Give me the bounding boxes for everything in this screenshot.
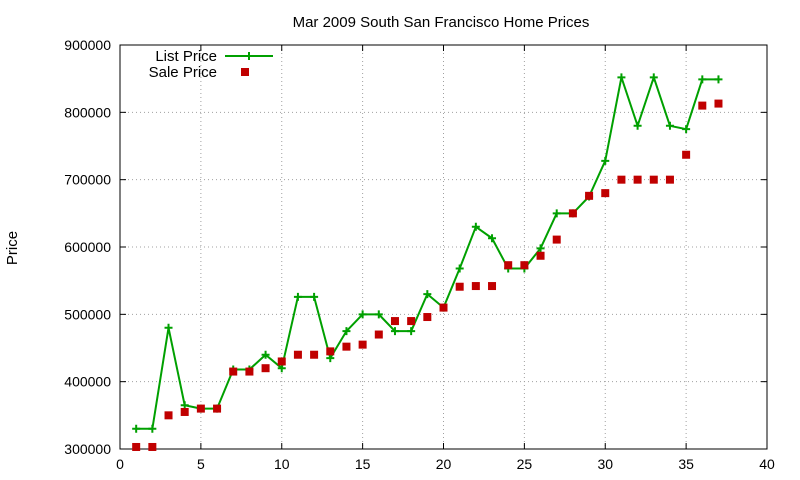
sale-price-point <box>132 442 141 451</box>
chart-title: Mar 2009 South San Francisco Home Prices <box>293 14 590 31</box>
y-tick-label: 600000 <box>64 239 111 255</box>
list-price-point <box>310 292 319 301</box>
sale-price-point <box>439 303 448 312</box>
x-tick-label: 5 <box>197 456 205 472</box>
list-price-point <box>132 424 141 433</box>
x-tick-label: 35 <box>678 456 694 472</box>
sale-price-point <box>488 282 497 291</box>
x-tick-label: 25 <box>517 456 533 472</box>
list-price-point <box>649 73 658 82</box>
list-price-point <box>390 327 399 336</box>
list-price-point <box>293 292 302 301</box>
list-price-point <box>601 156 610 165</box>
series-layer <box>132 73 723 451</box>
sale-price-point <box>471 282 480 291</box>
axis-tick-labels: 0 5 10 15 20 25 30 35 40 300000 400000 500000 600000… <box>64 37 775 472</box>
sale-price-point <box>390 317 399 326</box>
list-price-point <box>665 121 674 130</box>
y-tick-label: 800000 <box>64 104 111 120</box>
axis-ticks <box>119 44 768 450</box>
y-tick-label: 700000 <box>64 172 111 188</box>
sale-price-point <box>665 175 674 184</box>
x-tick-label: 0 <box>116 456 124 472</box>
list-price-point <box>714 75 723 84</box>
x-tick-label: 20 <box>436 456 452 472</box>
sale-price-point <box>277 357 286 366</box>
sale-price-point <box>601 189 610 198</box>
legend-label-list-price: List Price <box>155 48 217 65</box>
y-tick-label: 300000 <box>64 441 111 457</box>
list-price-point <box>148 424 157 433</box>
sale-price-point <box>407 317 416 326</box>
sale-price-point <box>245 367 254 376</box>
sale-price-point <box>196 404 205 413</box>
list-price-point <box>471 222 480 231</box>
legend-marker-list-price <box>245 52 253 60</box>
x-tick-label: 10 <box>274 456 290 472</box>
sale-price-point <box>504 261 513 270</box>
sale-price-point <box>229 367 238 376</box>
sale-price-point <box>552 235 561 244</box>
list-price-point <box>164 323 173 332</box>
sale-price-point <box>617 175 626 184</box>
sale-price-point <box>358 340 367 349</box>
y-axis-label: Price <box>4 231 21 265</box>
sale-price-point <box>293 350 302 359</box>
sale-price-point <box>326 347 335 356</box>
list-price-point <box>617 73 626 82</box>
sale-price-point <box>261 364 270 373</box>
legend-label-sale-price: Sale Price <box>149 64 217 81</box>
list-price-point <box>488 234 497 243</box>
y-tick-label: 500000 <box>64 306 111 322</box>
legend-marker-sale-price <box>241 68 249 76</box>
x-tick-label: 40 <box>759 456 775 472</box>
list-price-point <box>261 350 270 359</box>
grid-lines <box>120 45 767 449</box>
list-price-point <box>342 327 351 336</box>
sale-price-point <box>714 99 723 108</box>
y-tick-label: 400000 <box>64 374 111 390</box>
list-price-point <box>633 121 642 130</box>
sale-price-point <box>148 442 157 451</box>
sale-price-point <box>649 175 658 184</box>
sale-price-point <box>164 411 173 420</box>
list-price-point <box>180 401 189 410</box>
list-price-point <box>698 75 707 84</box>
list-price-point <box>536 244 545 253</box>
legend: List Price Sale Price <box>149 48 273 81</box>
list-price-point <box>682 125 691 134</box>
y-tick-label: 900000 <box>64 37 111 53</box>
sale-price-point <box>374 330 383 339</box>
sale-price-point <box>633 175 642 184</box>
x-tick-label: 15 <box>355 456 371 472</box>
list-price-point <box>455 264 464 273</box>
sale-price-point <box>213 404 222 413</box>
sale-price-point <box>455 282 464 291</box>
sale-price-point <box>682 150 691 159</box>
sale-price-point <box>520 261 529 270</box>
list-price-point <box>423 290 432 299</box>
sale-price-point <box>698 101 707 110</box>
sale-price-point <box>180 407 189 416</box>
list-price-point <box>407 327 416 336</box>
list-price-point <box>358 310 367 319</box>
list-price-point <box>374 310 383 319</box>
sale-price-point <box>342 342 351 351</box>
sale-price-point <box>423 313 432 322</box>
x-tick-label: 30 <box>597 456 613 472</box>
list-price-point <box>552 209 561 218</box>
sale-price-point <box>536 251 545 260</box>
sale-price-point <box>585 191 594 200</box>
sale-price-point <box>310 350 319 359</box>
list-price-point <box>277 364 286 373</box>
list-price-point <box>326 354 335 363</box>
sale-price-point <box>568 209 577 218</box>
